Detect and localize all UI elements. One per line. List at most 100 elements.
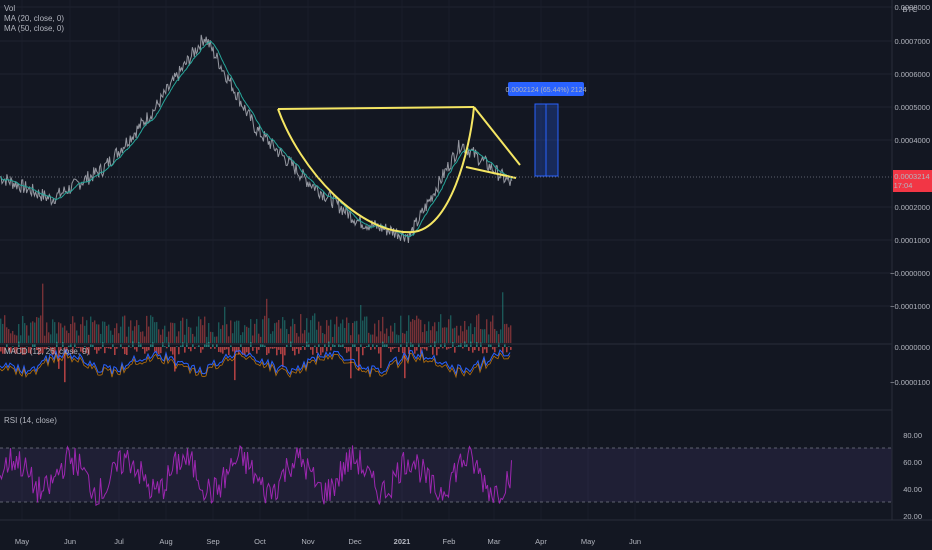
- macd-bar: [454, 347, 456, 353]
- volume-bar: [70, 323, 72, 343]
- volume-bar: [368, 332, 370, 343]
- volume-bar: [354, 321, 356, 343]
- macd-axis-label: 0.0000000: [895, 343, 930, 352]
- macd-bar: [128, 345, 130, 347]
- volume-bar: [56, 333, 58, 343]
- macd-bar: [302, 346, 304, 347]
- time-axis-label: Sep: [206, 537, 219, 546]
- macd-bar: [466, 344, 468, 347]
- volume-bar: [228, 336, 230, 343]
- macd-bar: [64, 347, 66, 383]
- volume-bar: [320, 325, 322, 343]
- macd-bar: [54, 347, 56, 355]
- macd-bar: [342, 343, 344, 347]
- macd-bar: [402, 347, 404, 354]
- macd-bar: [230, 345, 232, 347]
- volume-bar: [110, 330, 112, 343]
- volume-bar: [496, 330, 498, 343]
- volume-bar: [340, 323, 342, 343]
- volume-bar: [422, 332, 424, 343]
- macd-axis-label: −0.0000100: [890, 378, 930, 387]
- legend-vol[interactable]: Vol: [4, 4, 16, 13]
- legend-ma20[interactable]: MA (20, close, 0): [4, 14, 65, 23]
- volume-bar: [190, 327, 192, 343]
- price-axis[interactable]: BTC 0.0008000 0.0007000 0.0006000 0.0005000…: [890, 0, 932, 550]
- macd-bar: [100, 347, 102, 349]
- volume-bar: [14, 334, 16, 343]
- macd-bar: [218, 347, 220, 352]
- volume-bar: [428, 321, 430, 343]
- macd-bar: [414, 347, 416, 354]
- volume-bar: [262, 319, 264, 343]
- volume-bar: [134, 326, 136, 343]
- price-range-label: 0.0002124 (65.44%) 2124: [506, 87, 587, 94]
- volume-bar: [66, 330, 68, 343]
- macd-bar: [76, 347, 78, 348]
- volume-bar: [404, 333, 406, 343]
- price-axis-label: 0.0001000: [895, 236, 930, 245]
- macd-bar: [72, 347, 74, 354]
- macd-bar: [212, 343, 214, 347]
- volume-bar: [378, 320, 380, 343]
- volume-bar: [90, 316, 92, 343]
- macd-bar: [32, 343, 34, 347]
- volume-bar: [420, 319, 422, 343]
- macd-bar: [322, 347, 324, 353]
- volume-bar: [260, 336, 262, 343]
- volume-bar: [240, 334, 242, 343]
- macd-bar: [192, 343, 194, 347]
- volume-bar: [332, 336, 334, 343]
- macd-bar: [260, 344, 262, 347]
- volume-bar: [204, 316, 206, 343]
- volume-bar: [88, 334, 90, 343]
- time-axis[interactable]: May Jun Jul Aug Sep Oct Nov Dec 2021 Feb Mar Apr May…: [0, 519, 932, 546]
- macd-bar: [394, 347, 396, 349]
- volume-bar: [210, 331, 212, 343]
- macd-bar: [188, 347, 190, 349]
- volume-bar: [236, 320, 238, 343]
- volume-bar: [462, 331, 464, 343]
- macd-bar: [10, 347, 12, 353]
- macd-bar: [486, 347, 488, 353]
- cup-and-handle-pattern[interactable]: [277, 106, 521, 234]
- time-axis-label: Feb: [443, 537, 456, 546]
- time-axis-label: Jul: [114, 537, 124, 546]
- macd-legend[interactable]: MACD (12, 26, close, 9): [4, 347, 90, 356]
- volume-bar: [476, 315, 478, 343]
- macd-bar: [146, 347, 148, 352]
- volume-bar: [92, 322, 94, 343]
- macd-bar: [276, 347, 278, 356]
- macd-bar: [86, 347, 88, 354]
- macd-bar: [214, 347, 216, 349]
- volume-bar: [414, 320, 416, 343]
- macd-bar: [30, 347, 32, 354]
- macd-bar: [468, 347, 470, 351]
- legend-ma50[interactable]: MA (50, close, 0): [4, 24, 65, 33]
- volume-bar: [166, 336, 168, 343]
- volume-bar: [114, 328, 116, 343]
- macd-bar: [204, 343, 206, 347]
- price-range-measure[interactable]: 0.0002124 (65.44%) 2124: [506, 82, 587, 177]
- macd-bar: [340, 345, 342, 347]
- volume-bar: [288, 334, 290, 343]
- macd-bar: [308, 343, 310, 347]
- volume-bar: [208, 323, 210, 343]
- volume-bar: [482, 329, 484, 343]
- volume-bar: [256, 318, 258, 343]
- macd-bar: [126, 347, 128, 355]
- volume-bar: [374, 323, 376, 343]
- macd-bar: [46, 347, 48, 349]
- volume-bar: [162, 329, 164, 343]
- rsi-legend[interactable]: RSI (14, close): [4, 416, 57, 425]
- macd-bar: [390, 347, 392, 353]
- macd-bar: [418, 343, 420, 347]
- volume-bar: [348, 322, 350, 343]
- volume-bar: [362, 320, 364, 343]
- volume-bar: [292, 318, 294, 343]
- macd-bar: [78, 347, 80, 349]
- volume-bar: [104, 321, 106, 343]
- volume-bar: [398, 335, 400, 343]
- volume-bar: [294, 324, 296, 343]
- macd-bar: [320, 347, 322, 356]
